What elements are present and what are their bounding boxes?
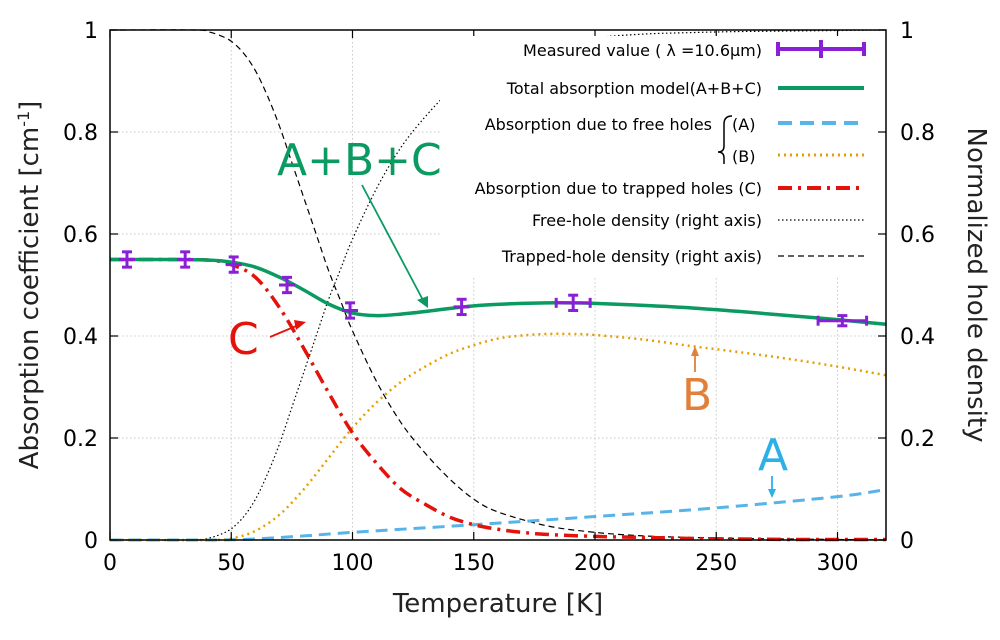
legend-free: Absorption due to free holes (A) (B)	[485, 115, 864, 166]
x-axis-label: Temperature [K]	[392, 589, 603, 619]
y-tick-label-left: 0.2	[63, 427, 98, 452]
y-tick-label-right: 0.2	[900, 427, 935, 452]
legend-label-free-density: Free-hole density (right axis)	[532, 211, 762, 230]
legend-label-free-b: (B)	[732, 147, 755, 166]
y-tick-label-left: 1	[84, 19, 98, 44]
x-tick-label: 100	[332, 551, 374, 576]
annotation-c-arrowhead	[294, 320, 306, 330]
measured-point	[342, 301, 359, 320]
legend-label-total: Total absorption model(A+B+C)	[506, 79, 762, 98]
y-axis-label-right: Normalized hole density	[961, 128, 991, 443]
annotation-abc-arrow	[361, 184, 425, 303]
legend-label-free-a: (A)	[732, 115, 755, 134]
ticks: 0 50 100 150 200 250 300 0 0.2 0.4 0.6 0.8 1 0 0.2 0.4 0…	[63, 19, 935, 576]
measured-markers	[118, 250, 869, 328]
x-tick-label: 250	[695, 551, 737, 576]
x-tick-label: 0	[103, 551, 117, 576]
series-trapped-holes-c	[109, 257, 886, 542]
legend-label-trapped-density: Trapped-hole density (right axis)	[501, 247, 762, 266]
y-axis-label-left: Absorption coefficient [cm-1]	[14, 101, 46, 470]
measured-point	[118, 250, 135, 269]
series-total-model	[109, 257, 887, 327]
annotation-b: B	[682, 370, 712, 421]
legend-trapped-density: Trapped-hole density (right axis)	[501, 247, 864, 266]
annotation-abc: A+B+C	[277, 135, 442, 186]
legend-label-trapped: Absorption due to trapped holes (C)	[475, 179, 762, 198]
y-tick-label-right: 0.8	[900, 121, 935, 146]
y-tick-label-right: 0	[900, 529, 914, 554]
annotation-a: A	[758, 430, 788, 481]
series-free-holes-a	[109, 488, 887, 542]
legend-label-free: Absorption due to free holes	[485, 115, 712, 134]
legend-bracket	[717, 115, 733, 164]
annotation-c: C	[228, 314, 259, 365]
legend-background	[440, 36, 876, 276]
measured-point	[177, 250, 194, 269]
measured-point	[225, 255, 242, 274]
measured-point	[554, 293, 592, 312]
annotation-abc-arrowhead	[417, 296, 428, 308]
y-tick-label-right: 0.6	[900, 223, 935, 248]
legend-total: Total absorption model(A+B+C)	[506, 79, 864, 98]
x-tick-label: 200	[574, 551, 616, 576]
plot-frame	[109, 29, 887, 541]
legend-label-measured: Measured value ( λ =10.6μm)	[523, 41, 762, 60]
y-tick-label-right: 1	[900, 19, 914, 44]
legend-measured: Measured value ( λ =10.6μm)	[523, 40, 866, 60]
annotation-b-arrowhead	[691, 346, 699, 356]
measured-point	[816, 314, 869, 328]
legend-free-density: Free-hole density (right axis)	[532, 211, 864, 230]
y-tick-label-right: 0.4	[900, 325, 935, 350]
y-tick-label-left: 0.8	[63, 121, 98, 146]
y-tick-label-left: 0	[84, 529, 98, 554]
y-tick-label-left: 0.6	[63, 223, 98, 248]
x-tick-label: 50	[217, 551, 245, 576]
legend-trapped: Absorption due to trapped holes (C)	[475, 179, 864, 198]
y-tick-label-left: 0.4	[63, 325, 98, 350]
annotation-a-arrowhead	[768, 489, 776, 498]
measured-point	[279, 275, 296, 295]
x-tick-label: 150	[453, 551, 495, 576]
series-trapped-hole-density	[109, 29, 887, 541]
legend: Measured value ( λ =10.6μm) Total absorp…	[440, 36, 876, 276]
x-tick-label: 300	[817, 551, 859, 576]
measured-point	[453, 297, 470, 317]
series-free-holes-b	[109, 332, 887, 542]
